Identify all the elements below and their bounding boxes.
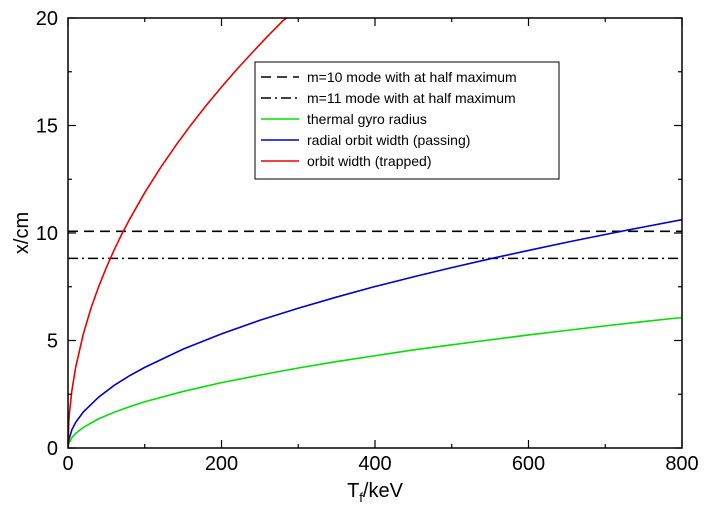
y-tick-label-0: 0 [47, 438, 58, 460]
series-line-3 [68, 218, 682, 448]
x-axis-label: Tf/keV [347, 480, 404, 505]
legend-label-0: m=10 mode with at half maximum [307, 69, 517, 85]
x-tick-label-2: 400 [358, 453, 391, 475]
x-tick-label-1: 200 [205, 453, 238, 475]
y-tick-label-4: 20 [36, 8, 58, 30]
y-tick-label-3: 15 [36, 116, 58, 138]
y-axis-label: x/cm [11, 212, 33, 254]
legend-label-2: thermal gyro radius [307, 111, 427, 127]
y-tick-label-1: 5 [47, 331, 58, 353]
x-axis-label-unit: /keV [363, 480, 404, 502]
legend-label-1: m=11 mode with at half maximum [307, 90, 516, 106]
legend: m=10 mode with at half maximum m=11 mode … [254, 61, 560, 180]
legend-label-3: radial orbit width (passing) [307, 132, 470, 148]
ticks-layer [67, 17, 683, 449]
y-tick-label-2: 10 [36, 223, 58, 245]
x-axis-label-subscript: f [359, 490, 363, 505]
tick-labels-layer: 0 200 400 600 800 0 5 10 15 20 [36, 8, 699, 475]
legend-box [254, 61, 560, 180]
x-tick-label-3: 600 [512, 453, 545, 475]
legend-label-4: orbit width (trapped) [307, 153, 432, 169]
series-layer [68, 18, 682, 448]
series-line-2 [68, 316, 682, 448]
x-axis-label-main: T [347, 480, 359, 502]
series-line-4 [68, 18, 288, 448]
x-tick-label-4: 800 [665, 453, 698, 475]
x-tick-label-0: 0 [62, 453, 73, 475]
